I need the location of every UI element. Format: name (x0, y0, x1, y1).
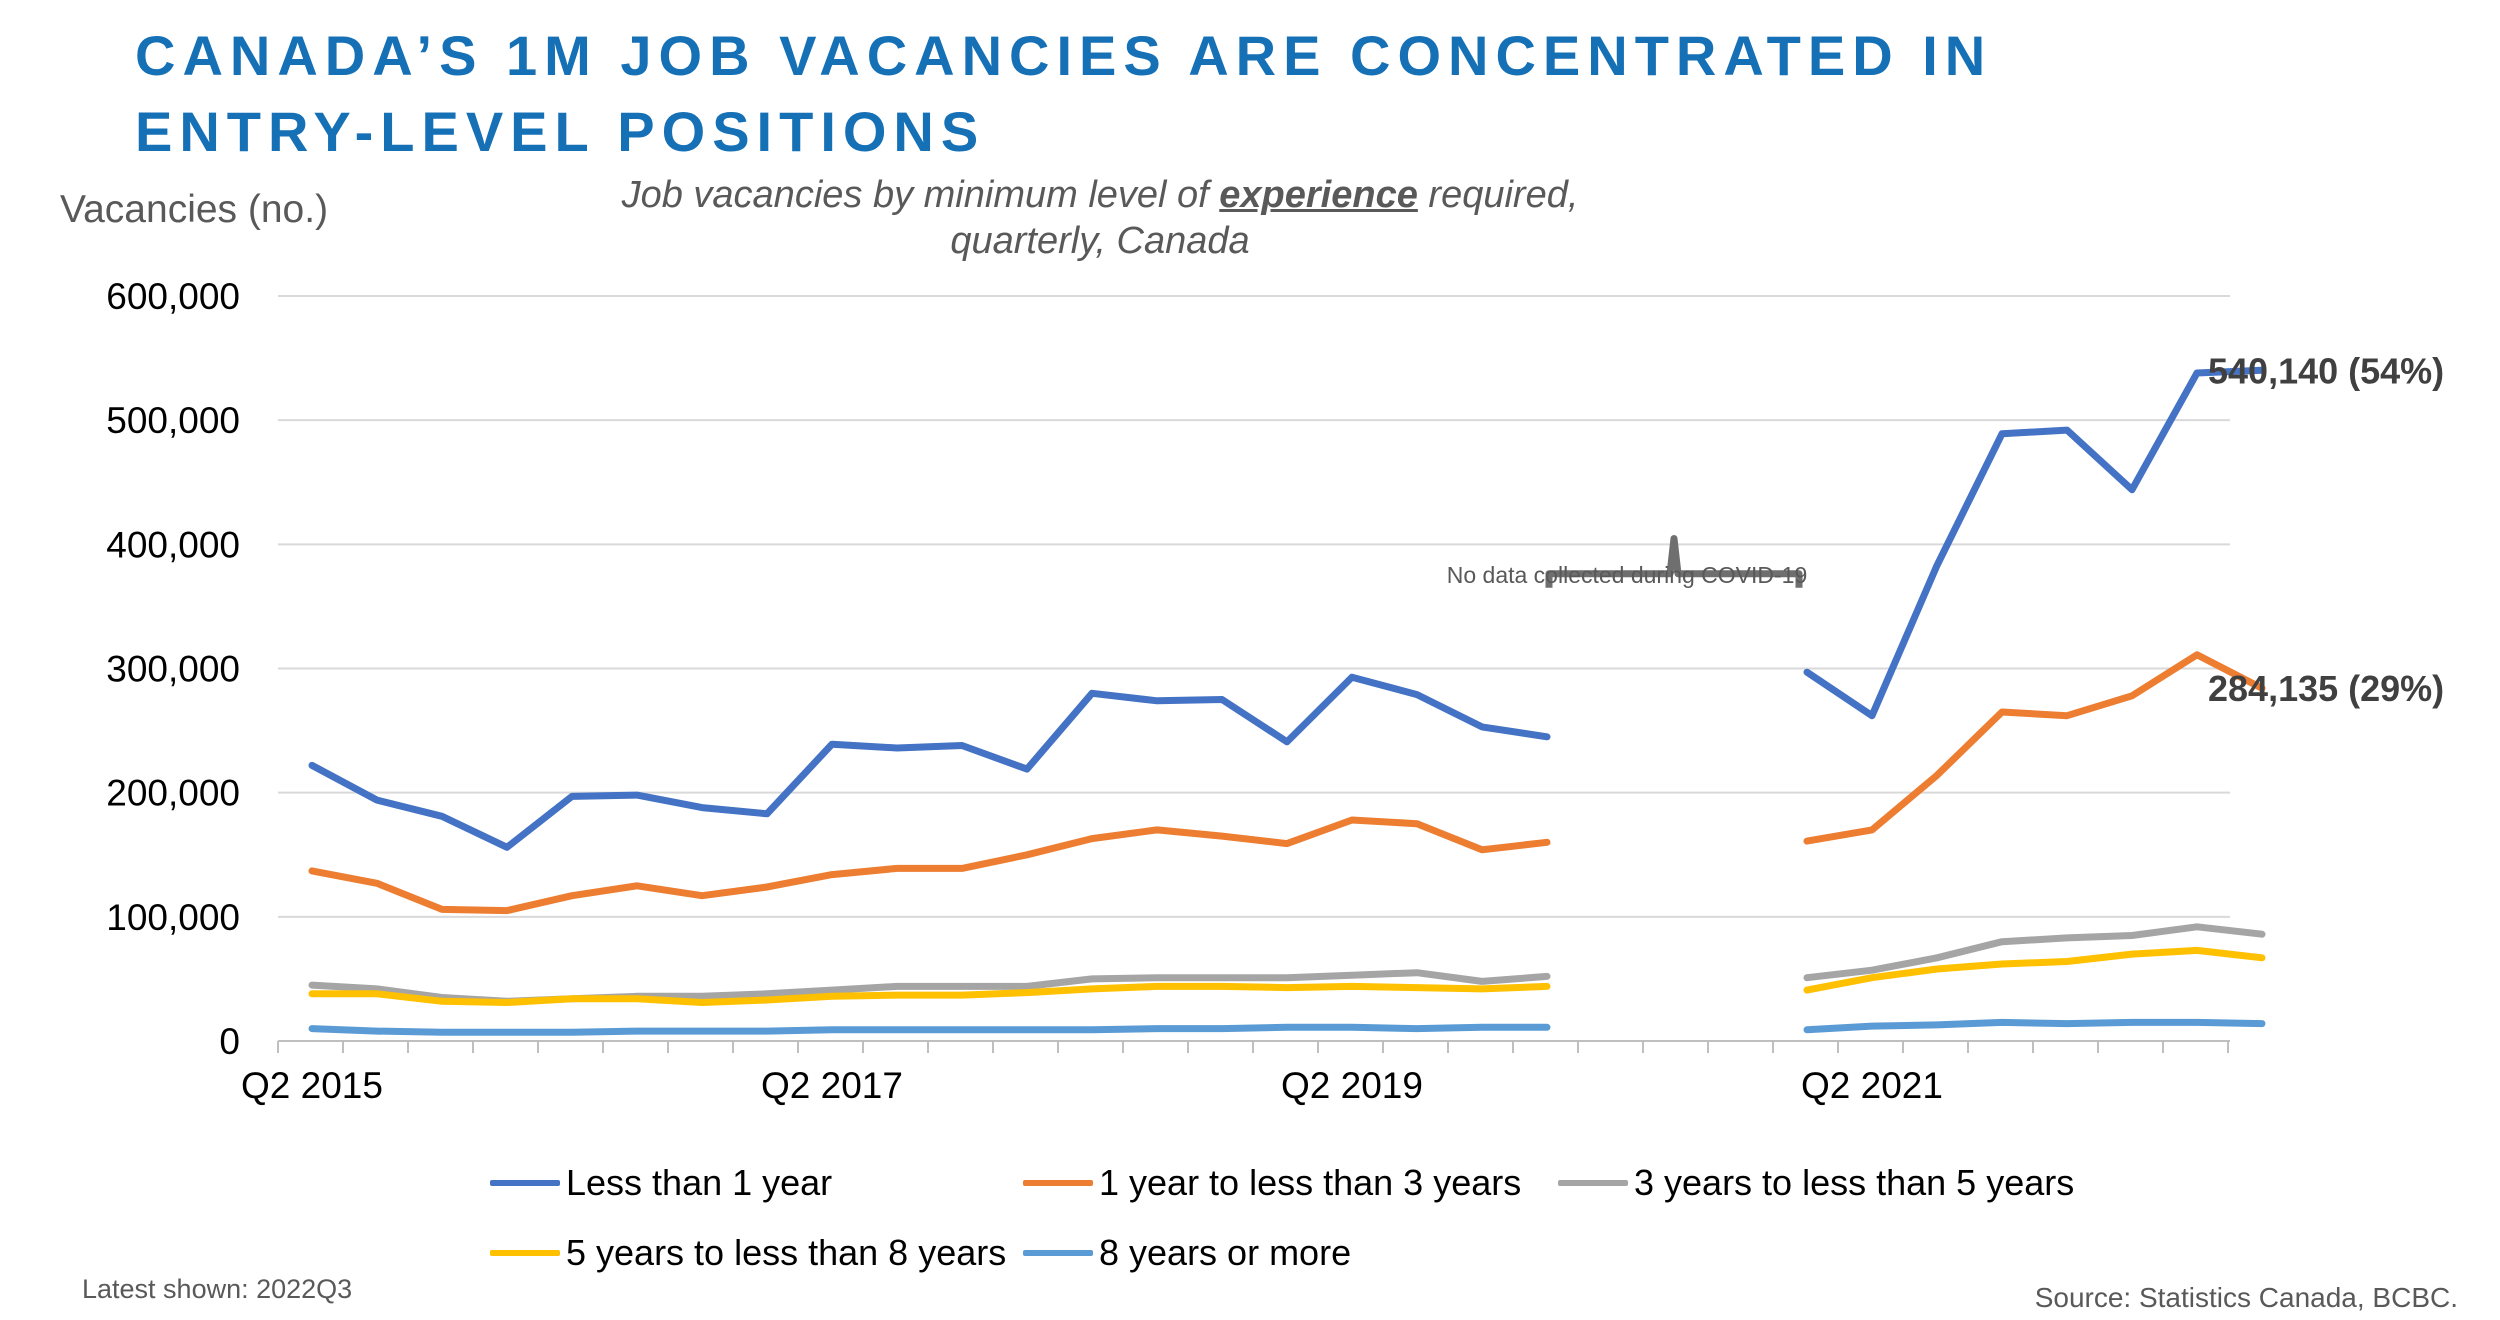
legend-item-5-to-8-years: 5 years to less than 8 years (490, 1232, 1006, 1274)
source-note: Source: Statistics Canada, BCBC. (2034, 1282, 2458, 1313)
y-tick-label-100000: 100,000 (106, 897, 240, 938)
subtitle-prefix: Job vacancies by minimum level of (621, 174, 1220, 216)
subtitle-emphasis: experience (1219, 174, 1418, 216)
legend-item-8-years-or-more: 8 years or more (1023, 1232, 1351, 1274)
legend-item-1-to-3-years: 1 year to less than 3 years (1023, 1162, 1521, 1204)
series-line-2-segment-1 (308, 816, 1551, 915)
x-tick-label-Q2-2015: Q2 2015 (241, 1065, 383, 1106)
y-tick-label-600000: 600,000 (106, 276, 240, 317)
series-line-4-segment-2 (1803, 946, 2266, 994)
series-line-3-segment-2 (1803, 923, 2266, 982)
legend: Less than 1 year 1 year to less than 3 y… (0, 1140, 2500, 1273)
legend-swatch-s2 (1023, 1180, 1093, 1186)
series-line-5-segment-2 (1803, 1018, 2266, 1034)
x-tick-label-Q2-2021: Q2 2021 (1801, 1065, 1943, 1106)
title-line-1: CANADA’S 1M JOB VACANCIES ARE CONCENTRAT… (135, 24, 1993, 87)
y-tick-label-0: 0 (219, 1021, 240, 1062)
latest-shown-note: Latest shown: 2022Q3 (82, 1274, 353, 1304)
legend-swatch-s4 (490, 1250, 560, 1256)
legend-label-s3: 3 years to less than 5 years (1634, 1162, 2075, 1203)
legend-label-s1: Less than 1 year (566, 1162, 833, 1203)
series-line-1-segment-1 (308, 673, 1551, 851)
legend-label-s4: 5 years to less than 8 years (566, 1232, 1007, 1273)
title-line-2: ENTRY-LEVEL POSITIONS (135, 100, 986, 163)
legend-swatch-s1 (490, 1180, 560, 1186)
subtitle-line-2: quarterly, Canada (950, 220, 1250, 262)
series-line-2-segment-2 (1803, 651, 2266, 845)
legend-item-3-to-5-years: 3 years to less than 5 years (1558, 1162, 2074, 1204)
line-chart: 0 100,000 200,000 300,000 400,000 500,000 600,… (106, 276, 2444, 1106)
y-tick-label-200000: 200,000 (106, 773, 240, 814)
chart-subtitle: Job vacancies by minimum level of experi… (600, 172, 1600, 264)
series-line-5-segment-1 (308, 1023, 1551, 1036)
covid-gap-bracket (1545, 535, 1803, 588)
legend-label-s2: 1 year to less than 3 years (1099, 1162, 1522, 1203)
series-line-4-segment-1 (308, 982, 1551, 1006)
y-tick-label-400000: 400,000 (106, 524, 240, 565)
end-label-less-than-1-year: 540,140 (54%) (2208, 350, 2444, 391)
covid-gap-annotation: No data collected during COVID-19 (1447, 562, 1808, 588)
series-line-1-segment-2 (1803, 366, 2266, 720)
legend-swatch-s5 (1023, 1250, 1093, 1256)
legend-item-less-than-1-year: Less than 1 year (490, 1162, 832, 1204)
y-tick-label-500000: 500,000 (106, 400, 240, 441)
chart-title: CANADA’S 1M JOB VACANCIES ARE CONCENTRAT… (135, 18, 2435, 170)
y-tick-label-300000: 300,000 (106, 649, 240, 690)
legend-swatch-s3 (1558, 1180, 1628, 1186)
end-label-1-to-3-years: 284,135 (29%) (2208, 668, 2444, 709)
x-tick-label-Q2-2017: Q2 2017 (761, 1065, 903, 1106)
y-axis-label: Vacancies (no.) (60, 188, 329, 231)
subtitle-suffix: required, (1417, 174, 1579, 216)
legend-label-s5: 8 years or more (1099, 1232, 1352, 1273)
x-tick-label-Q2-2019: Q2 2019 (1281, 1065, 1423, 1106)
